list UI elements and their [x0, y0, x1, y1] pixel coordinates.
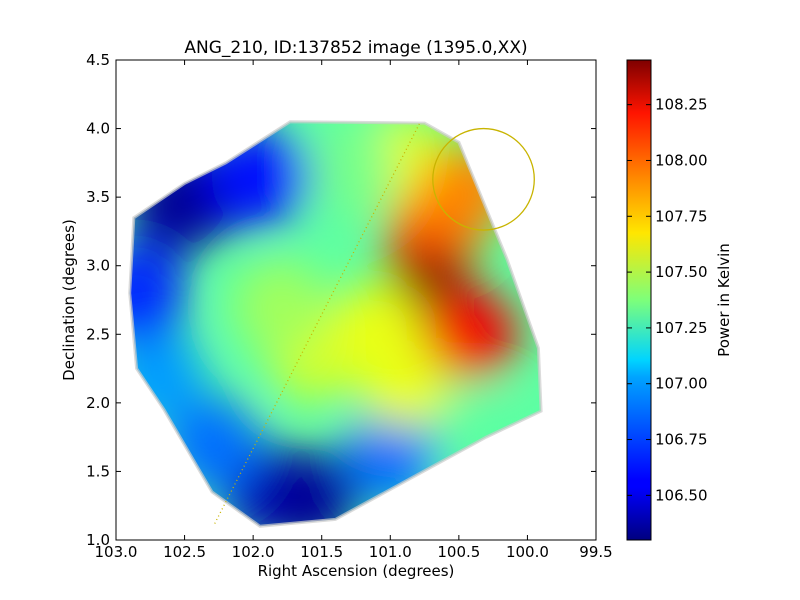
x-tick-label: 101.0: [369, 543, 412, 561]
x-tick-label: 99.5: [579, 543, 612, 561]
x-tick-label: 103.0: [95, 543, 138, 561]
colorbar-tick-label: 107.00: [655, 375, 708, 393]
footprint-outline: [128, 120, 543, 528]
colorbar-tick-label: 108.25: [655, 96, 708, 114]
heat-cell: [303, 123, 396, 216]
y-tick-label: 3.0: [86, 257, 110, 275]
x-tick-label: 102.0: [232, 543, 275, 561]
y-tick-label: 4.5: [86, 51, 110, 69]
x-tick-label: 102.5: [163, 543, 206, 561]
x-axis: 103.0 102.5 102.0 101.5 101.0 100.5 100.0 99.5: [95, 60, 613, 561]
y-axis-label: Declination (degrees): [60, 219, 78, 381]
colorbar-label: Power in Kelvin: [715, 243, 733, 357]
colorbar-tick-label: 106.50: [655, 486, 708, 504]
y-tick-label: 1.0: [86, 531, 110, 549]
y-tick-label: 3.5: [86, 188, 110, 206]
chart-title: ANG_210, ID:137852 image (1395.0,XX): [184, 38, 527, 58]
x-tick-label: 100.5: [437, 543, 480, 561]
colorbar-tick-label: 107.25: [655, 319, 708, 337]
colorbar-tick-label: 107.75: [655, 207, 708, 225]
colorbar-tick-label: 108.00: [655, 151, 708, 169]
hotspot: [331, 282, 422, 373]
x-axis-label: Right Ascension (degrees): [258, 562, 455, 580]
hotspot: [427, 289, 518, 380]
x-tick-label: 101.5: [300, 543, 343, 561]
circle-marker: [432, 127, 535, 231]
colorbar-tick-label: 107.50: [655, 263, 708, 281]
y-tick-label: 4.0: [86, 120, 110, 138]
colorbar-tick-label: 106.75: [655, 431, 708, 449]
coldspot: [129, 243, 187, 344]
colorbar: [626, 59, 652, 541]
heat-cell: [234, 260, 327, 353]
colorbar-ticks: 106.50 106.75 107.00 107.25 107.50 107.75 108.…: [627, 96, 708, 504]
dotted-track-line: [214, 121, 422, 524]
y-tick-label: 2.5: [86, 325, 110, 343]
plot-frame: [115, 59, 597, 541]
y-axis: 1.0 1.5 2.0 2.5 3.0 3.5 4.0 4.5: [86, 51, 596, 549]
x-tick-label: 100.0: [506, 543, 549, 561]
y-tick-label: 2.0: [86, 394, 110, 412]
y-tick-label: 1.5: [86, 462, 110, 480]
